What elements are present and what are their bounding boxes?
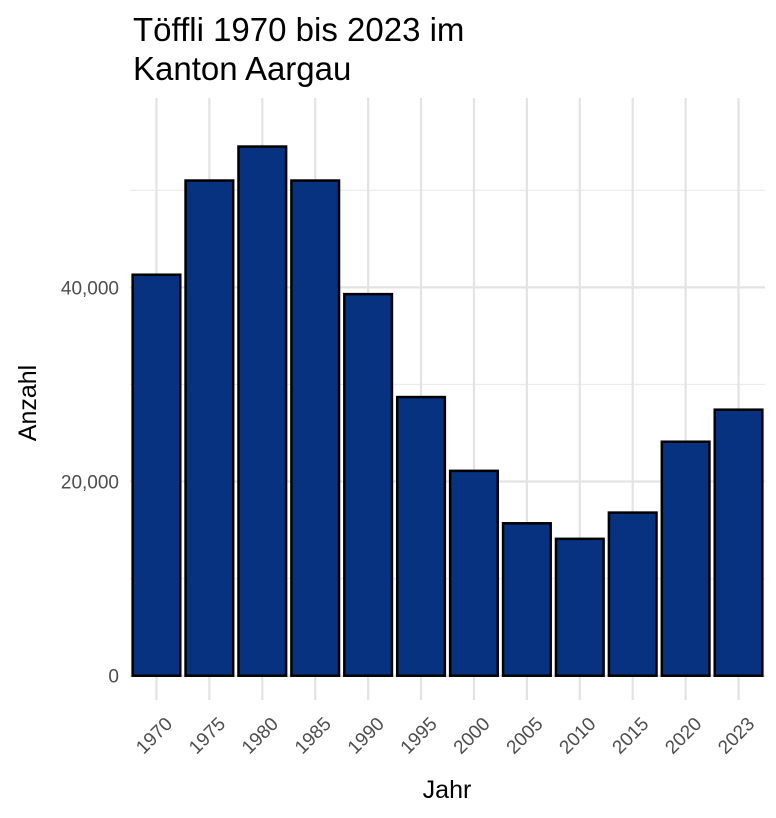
bar-2020 (660, 440, 711, 677)
y-tick-label: 20,000 (61, 473, 119, 494)
x-tick-label-1975: 1975 (185, 714, 230, 759)
x-axis-title: Jahr (423, 776, 472, 804)
bar-1980 (237, 145, 288, 677)
x-tick-label-2010: 2010 (556, 714, 601, 759)
bar-1990 (343, 292, 394, 677)
bar-1995 (395, 395, 447, 677)
x-tick-label-2015: 2015 (609, 714, 654, 759)
bar-2010 (554, 537, 605, 677)
y-axis-title: Anzahl (14, 365, 42, 441)
y-tick-label: 40,000 (61, 278, 119, 299)
x-tick-label-1985: 1985 (291, 714, 336, 759)
x-axis-ticks: 1970 1975 1980 1985 1990 1995 2000 2005 2010 2015… (132, 714, 759, 759)
x-tick-label-1990: 1990 (344, 714, 389, 759)
x-tick-label-2000: 2000 (450, 714, 495, 759)
x-tick-label-1995: 1995 (397, 714, 442, 759)
chart-title-line-1: Töffli 1970 bis 2023 im (133, 11, 465, 48)
x-tick-label-2023: 2023 (714, 714, 759, 759)
bar-2015 (607, 511, 658, 677)
x-tick-label-2020: 2020 (661, 714, 706, 759)
bars (131, 145, 764, 677)
chart-title-line-2: Kanton Aargau (133, 50, 352, 87)
x-tick-label-1980: 1980 (238, 714, 283, 759)
x-tick-label-2005: 2005 (503, 714, 548, 759)
x-tick-label-1970: 1970 (132, 714, 177, 759)
bar-1970 (131, 273, 182, 677)
bar-2005 (501, 522, 552, 677)
bar-2000 (448, 469, 500, 677)
bar-2023 (713, 408, 764, 677)
bar-1985 (290, 179, 341, 677)
y-tick-label: 0 (108, 667, 119, 688)
bar-1975 (184, 179, 235, 677)
chart-title: Töffli 1970 bis 2023 im Kanton Aargau (133, 10, 733, 88)
y-axis-ticks: 0 20,000 40,000 (61, 278, 119, 687)
